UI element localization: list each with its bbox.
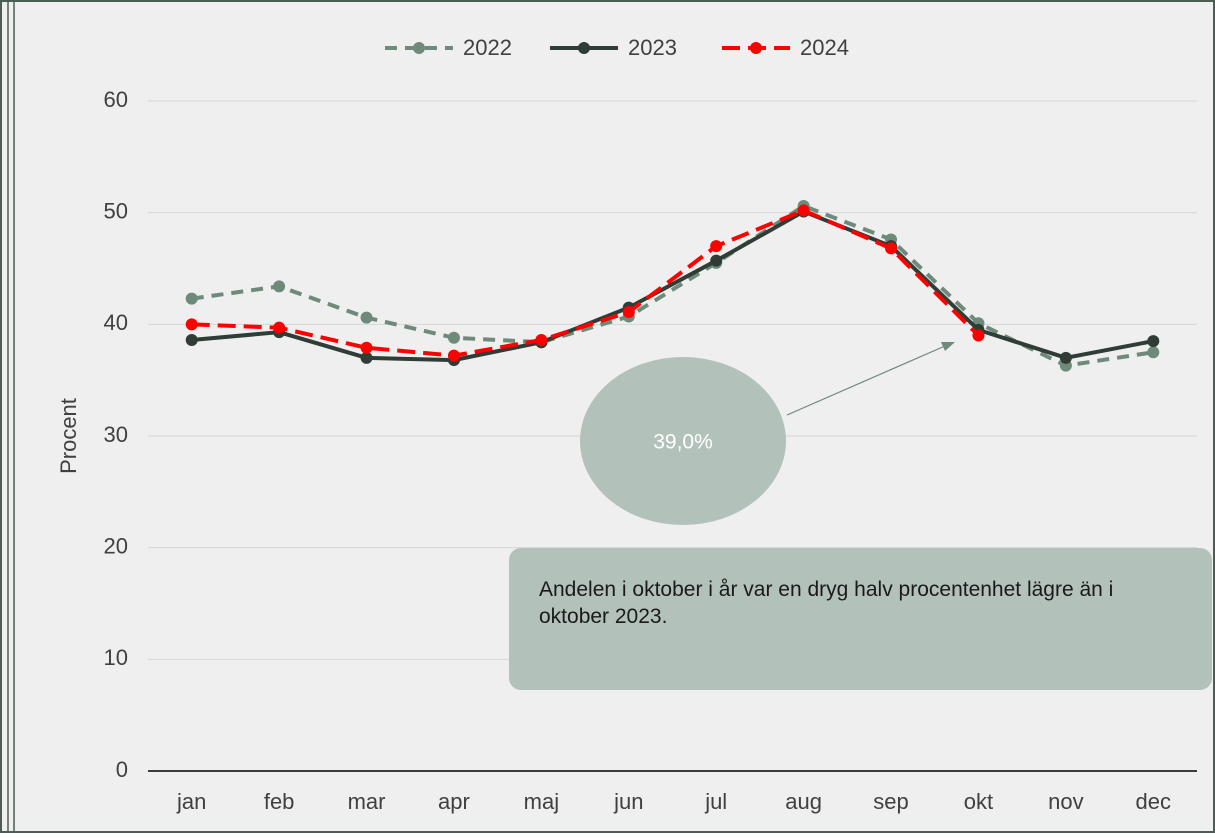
x-tick-label: aug [785, 789, 822, 814]
annotation-box: Andelen i oktober i år var en dryg halv … [509, 548, 1212, 690]
legend-marker [413, 42, 425, 54]
x-tick-label: jun [613, 789, 643, 814]
marker [185, 333, 198, 346]
marker [273, 280, 286, 293]
y-tick-label: 0 [116, 757, 128, 782]
marker [710, 254, 723, 267]
y-axis-label: Procent [56, 398, 81, 474]
y-tick-label: 40 [104, 310, 128, 335]
marker [622, 306, 635, 319]
marker [535, 333, 548, 346]
y-tick-label: 60 [104, 87, 128, 112]
marker [360, 311, 373, 324]
x-tick-label: dec [1136, 789, 1171, 814]
callout-ellipse [580, 357, 786, 525]
x-tick-label: apr [438, 789, 470, 814]
marker [710, 240, 723, 253]
y-tick-label: 30 [104, 422, 128, 447]
legend-label: 2023 [628, 35, 677, 60]
line [191, 203, 1154, 368]
marker [273, 321, 286, 334]
x-tick-label: feb [264, 789, 295, 814]
x-tick-label: jul [704, 789, 727, 814]
marker [185, 318, 198, 331]
marker [360, 341, 373, 354]
arrow-head [941, 342, 955, 351]
x-tick-label: okt [964, 789, 993, 814]
marker [797, 204, 810, 217]
y-tick-label: 20 [104, 533, 128, 558]
y-tick-label: 50 [104, 198, 128, 223]
marker [360, 351, 373, 364]
y-tick-label: 10 [104, 645, 128, 670]
marker [447, 349, 460, 362]
x-tick-label: sep [873, 789, 908, 814]
arrow [786, 345, 946, 416]
marker [1147, 335, 1160, 348]
line [191, 208, 980, 358]
x-tick-label: nov [1048, 789, 1083, 814]
marker [885, 242, 898, 255]
marker [185, 292, 198, 305]
x-tick-label: jan [176, 789, 206, 814]
legend-marker [750, 42, 762, 54]
x-tick-label: maj [524, 789, 559, 814]
legend-label: 2022 [463, 35, 512, 60]
marker [972, 329, 985, 342]
callout-value: 39,0% [653, 431, 713, 454]
marker [1059, 351, 1072, 364]
line [191, 209, 1154, 363]
marker [447, 331, 460, 344]
legend-marker [578, 42, 590, 54]
marker [1147, 346, 1160, 359]
x-tick-label: mar [348, 789, 386, 814]
legend-label: 2024 [800, 35, 849, 60]
